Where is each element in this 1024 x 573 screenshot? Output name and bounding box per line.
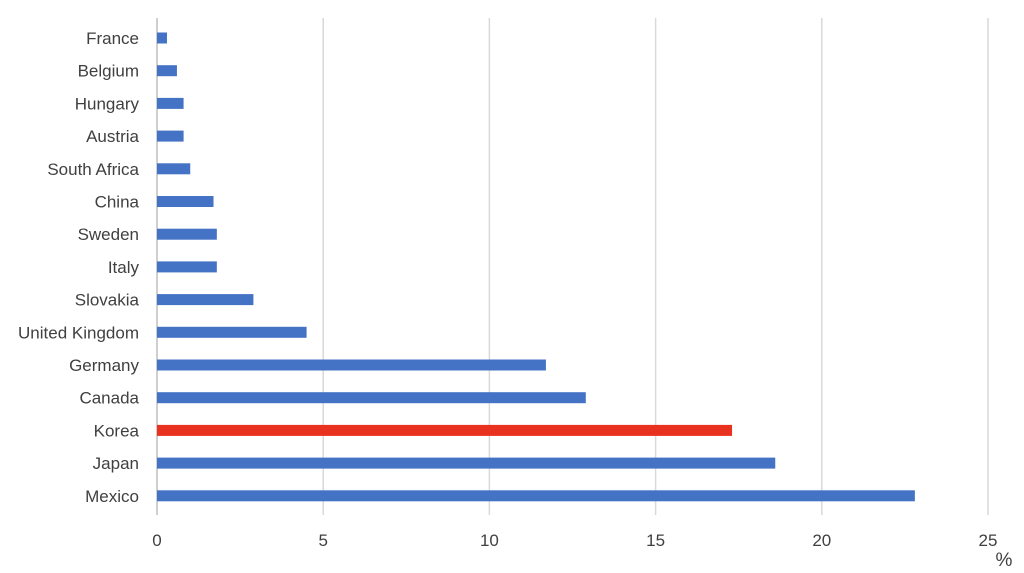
- x-tick-label: 5: [318, 531, 327, 550]
- bar-sweden: [157, 228, 217, 240]
- category-label: South Africa: [47, 160, 139, 179]
- category-label: Hungary: [75, 94, 140, 113]
- category-label: Canada: [79, 389, 139, 408]
- category-label: United Kingdom: [18, 323, 139, 342]
- bar-italy: [157, 261, 217, 273]
- bar-mexico: [157, 490, 915, 502]
- bar-japan: [157, 457, 776, 469]
- x-axis-unit-label: %: [996, 550, 1013, 571]
- bar-hungary: [157, 97, 184, 109]
- x-tick-label: 0: [152, 531, 161, 550]
- category-label: France: [86, 29, 139, 48]
- category-label: Belgium: [78, 62, 139, 81]
- category-label: Mexico: [85, 487, 139, 506]
- bar-belgium: [157, 65, 177, 77]
- bar-korea: [157, 424, 733, 436]
- category-label: Korea: [94, 421, 140, 440]
- bar-germany: [157, 359, 546, 371]
- category-label: Slovakia: [75, 291, 140, 310]
- bar-china: [157, 196, 214, 207]
- bar-canada: [157, 392, 586, 404]
- bar-slovakia: [157, 294, 254, 306]
- x-tick-label: 10: [480, 531, 499, 550]
- category-label: China: [95, 193, 140, 212]
- category-label: Sweden: [78, 225, 139, 244]
- bars: [157, 32, 915, 502]
- x-tick-label: 25: [979, 531, 998, 550]
- bar-france: [157, 32, 167, 44]
- gridlines: [156, 18, 989, 515]
- category-labels: France Belgium Hungary Austria South Africa C…: [18, 29, 140, 506]
- bar-united-kingdom: [157, 326, 307, 338]
- category-label: Japan: [93, 454, 139, 473]
- category-label: Austria: [86, 127, 139, 146]
- x-tick-labels: 0 5 10 15 20 25: [152, 531, 997, 550]
- x-tick-label: 20: [812, 531, 831, 550]
- category-label: Italy: [108, 258, 140, 277]
- x-tick-label: 15: [646, 531, 665, 550]
- bar-austria: [157, 130, 184, 142]
- category-label: Germany: [69, 356, 139, 375]
- bar-south-africa: [157, 163, 191, 175]
